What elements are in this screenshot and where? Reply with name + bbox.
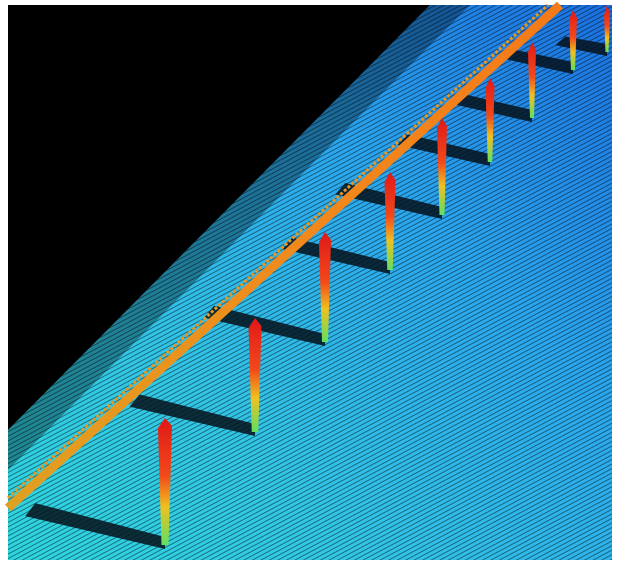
point-cloud-view	[0, 0, 619, 565]
page: (() => { const data = JSON.parse(documen…	[0, 0, 619, 565]
